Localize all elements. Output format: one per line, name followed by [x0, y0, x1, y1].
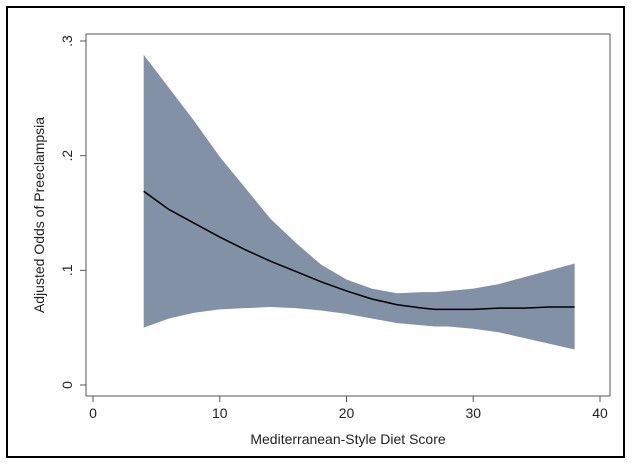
x-tick-label: 30	[465, 405, 481, 421]
x-tick-label: 40	[592, 405, 608, 421]
y-ticks: 0 .1 .2 .3	[59, 35, 86, 389]
fitted-line-layer	[143, 190, 575, 311]
x-axis-title: Mediterranean-Style Diet Score	[250, 431, 446, 447]
y-tick-label: .2	[59, 150, 75, 162]
x-tick-label: 0	[89, 405, 97, 421]
confidence-band	[143, 54, 575, 350]
chart-frame	[6, 6, 625, 458]
axes-layer	[85, 33, 611, 397]
y-tick-label: .1	[59, 264, 75, 276]
fitted-line	[143, 190, 575, 311]
x-tick-label: 20	[339, 405, 355, 421]
y-tick-label: .3	[59, 35, 75, 47]
confidence-band-layer	[143, 54, 575, 350]
x-tick-label: 10	[212, 405, 228, 421]
y-axis-title: Adjusted Odds of Preeclampsia	[31, 117, 47, 313]
y-tick-label: 0	[59, 381, 75, 389]
x-ticks: 0 10 20 30 40	[89, 396, 608, 421]
